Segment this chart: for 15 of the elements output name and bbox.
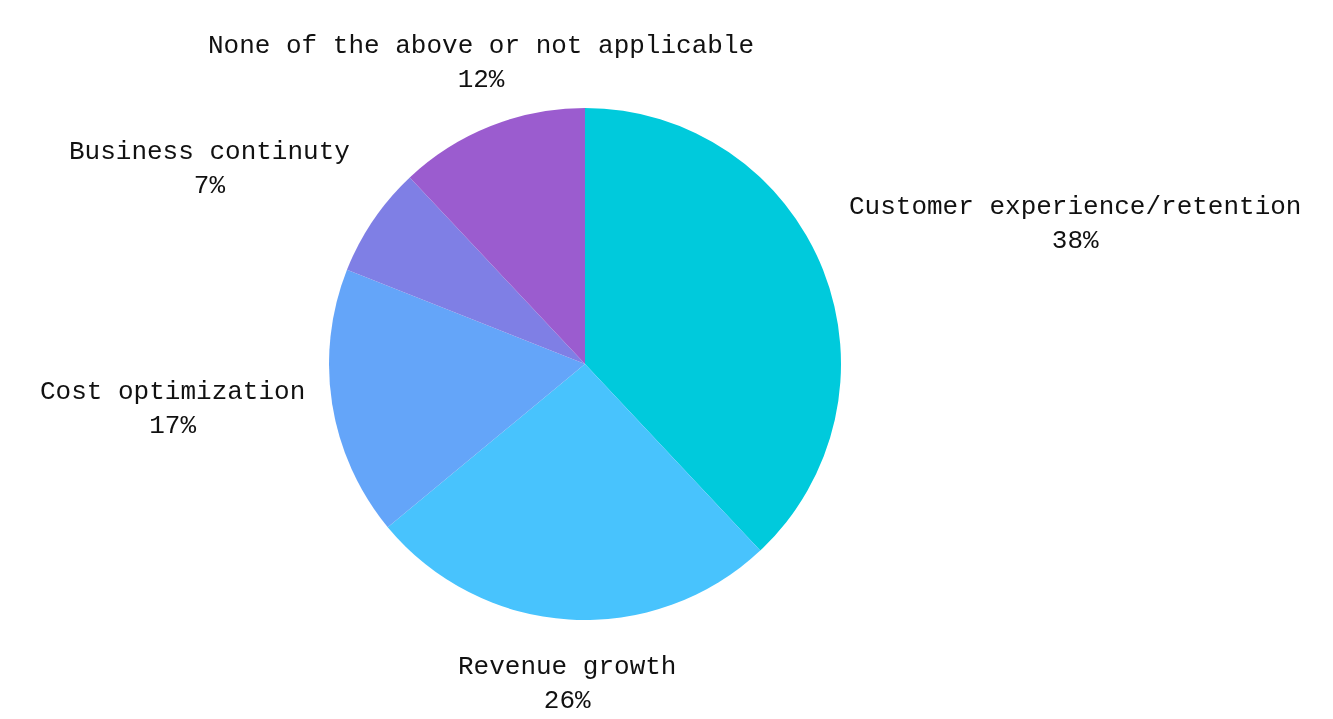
data-label: 26% — [543, 685, 592, 716]
pie-slice — [346, 177, 585, 364]
pie-slice — [409, 108, 585, 364]
data-label: 17% — [149, 410, 197, 441]
slice-label: Customer experience/retention — [849, 192, 1302, 222]
data-label: 12% — [457, 64, 505, 95]
data-label: 38% — [1051, 225, 1100, 256]
slice-label: Revenue growth — [458, 652, 677, 682]
slice-label: Business continuty — [69, 137, 350, 167]
pie-slice — [329, 269, 585, 528]
pie-slice — [585, 108, 841, 551]
slice-label: Cost optimization — [40, 377, 306, 407]
pie-slice — [387, 364, 761, 620]
data-label: 7% — [193, 170, 226, 201]
slice-label: None of the above or not applicable — [208, 31, 755, 61]
